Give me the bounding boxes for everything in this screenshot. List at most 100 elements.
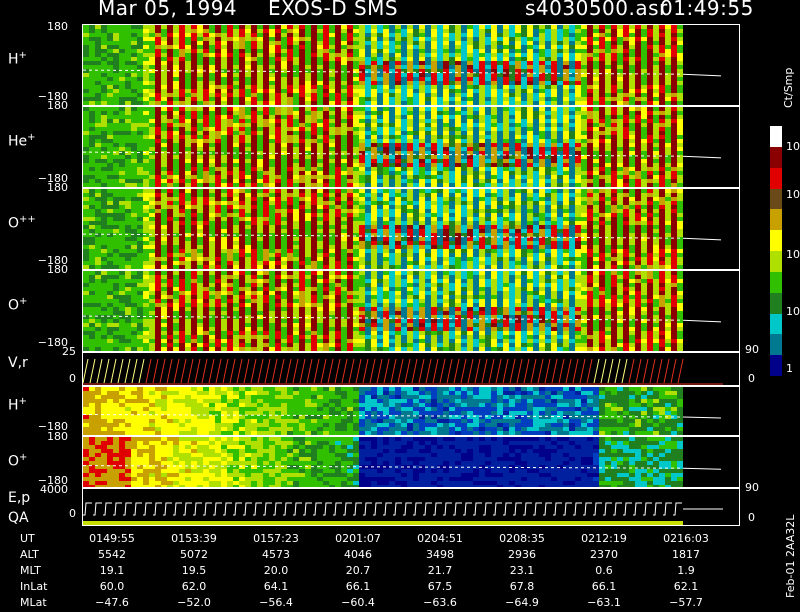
- table-cell: 20.7: [328, 564, 388, 577]
- colorbar-swatch: [770, 251, 782, 272]
- table-cell: 62.1: [656, 580, 716, 593]
- spectrogram-cells: [83, 271, 683, 352]
- colorbar-swatch: [770, 230, 782, 251]
- colorbar-unit: Ct/Smp: [782, 68, 795, 108]
- table-cell: 0201:07: [328, 532, 388, 545]
- row-label: UT: [20, 532, 80, 545]
- panel-o-plus: [82, 270, 740, 352]
- table-cell: −63.6: [410, 596, 470, 609]
- colorbar-tick: 100: [786, 248, 800, 261]
- panel-vr: [82, 352, 740, 386]
- right-tick-top: 90: [745, 343, 759, 356]
- table-cell: −63.1: [574, 596, 634, 609]
- colorbar-swatch: [770, 168, 782, 189]
- panel-h-plus: [82, 24, 740, 106]
- colorbar-swatch: [770, 272, 782, 293]
- table-cell: 62.0: [164, 580, 224, 593]
- panel-label-o-plus: O+: [8, 296, 27, 314]
- panel-o-plus-2: [82, 436, 740, 488]
- table-cell: 64.1: [246, 580, 306, 593]
- table-cell: 0212:19: [574, 532, 634, 545]
- colorbar-swatch: [770, 334, 782, 355]
- colorbar-tick: 1: [786, 362, 793, 375]
- header-time: 01:49:55: [660, 0, 754, 20]
- table-cell: 2936: [492, 548, 552, 561]
- table-cell: 21.7: [410, 564, 470, 577]
- table-cell: 0216:03: [656, 532, 716, 545]
- table-cell: 2370: [574, 548, 634, 561]
- panel-label-h-plus: H+: [8, 50, 27, 68]
- table-cell: 0153:39: [164, 532, 224, 545]
- tick-top: 4000: [28, 483, 68, 496]
- spectrogram-cells: [83, 189, 683, 270]
- tick-bottom: 0: [36, 507, 76, 520]
- right-tick-top: 90: [745, 481, 759, 494]
- table-cell: 19.1: [82, 564, 142, 577]
- tick-top: 180: [28, 263, 68, 276]
- tick-bottom: 0: [36, 372, 76, 385]
- file-name: s4030500.asr: [525, 0, 668, 20]
- qa-bar: [83, 521, 683, 526]
- spectrogram-cells: [83, 437, 683, 488]
- colorbar-swatch: [770, 293, 782, 314]
- panel-h-plus-2: [82, 386, 740, 436]
- panel-label-vr: V,r: [8, 355, 28, 371]
- panel-label-ep: E,p: [8, 490, 30, 506]
- table-cell: 20.0: [246, 564, 306, 577]
- panel-he-plus: [82, 106, 740, 188]
- table-cell: 0157:23: [246, 532, 306, 545]
- right-tick-bottom: 0: [748, 372, 755, 385]
- tick-top: 25: [36, 345, 76, 358]
- row-label: InLat: [20, 580, 80, 593]
- table-cell: 67.8: [492, 580, 552, 593]
- panel-label-o-plus-2: O+: [8, 452, 27, 470]
- table-cell: −52.0: [164, 596, 224, 609]
- tick-top: 180: [28, 20, 68, 33]
- table-cell: 23.1: [492, 564, 552, 577]
- table-cell: 4046: [328, 548, 388, 561]
- table-cell: −56.4: [246, 596, 306, 609]
- table-cell: 19.5: [164, 564, 224, 577]
- colorbar-tick: 10: [786, 305, 800, 318]
- table-cell: 67.5: [410, 580, 470, 593]
- panel-label-he-plus: He+: [8, 132, 36, 150]
- table-cell: 0.6: [574, 564, 634, 577]
- table-cell: 3498: [410, 548, 470, 561]
- colorbar-swatch: [770, 126, 782, 147]
- panel-ep: [82, 488, 740, 526]
- spectrogram-cells: [83, 387, 683, 436]
- table-cell: 66.1: [328, 580, 388, 593]
- table-cell: −47.6: [82, 596, 142, 609]
- right-tick-bottom: 0: [748, 511, 755, 524]
- colorbar-tick: 10³: [786, 188, 800, 201]
- colorbar: [770, 126, 782, 376]
- row-label: ALT: [20, 548, 80, 561]
- table-cell: −64.9: [492, 596, 552, 609]
- table-cell: −60.4: [328, 596, 388, 609]
- table-cell: 5072: [164, 548, 224, 561]
- table-cell: 1.9: [656, 564, 716, 577]
- instrument-title: EXOS-D SMS: [268, 0, 398, 20]
- colorbar-swatch: [770, 209, 782, 230]
- panel-label-h-plus-2: H+: [8, 396, 27, 414]
- colorbar-tick: 10⁴: [786, 140, 800, 153]
- date-title: Mar 05, 1994: [98, 0, 237, 20]
- colorbar-swatch: [770, 147, 782, 168]
- row-label: MLT: [20, 564, 80, 577]
- table-cell: 0208:35: [492, 532, 552, 545]
- tick-top: 180: [28, 181, 68, 194]
- table-cell: 60.0: [82, 580, 142, 593]
- colorbar-swatch: [770, 189, 782, 210]
- table-cell: 4573: [246, 548, 306, 561]
- colorbar-swatch: [770, 314, 782, 335]
- table-cell: −57.7: [656, 596, 716, 609]
- table-cell: 0149:55: [82, 532, 142, 545]
- tick-top: 180: [28, 430, 68, 443]
- table-row: MLat−47.6−52.0−56.4−60.4−63.6−64.9−63.1−…: [0, 596, 800, 612]
- panel-o-plusplus: [82, 188, 740, 270]
